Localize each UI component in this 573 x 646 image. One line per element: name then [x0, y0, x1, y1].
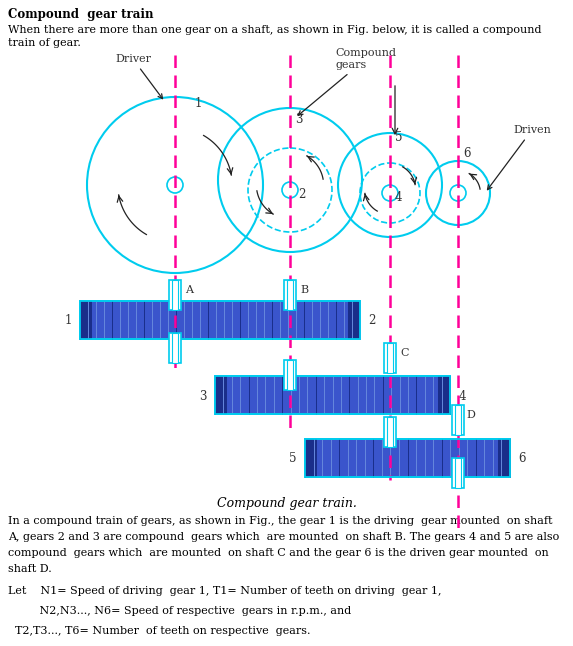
Text: A, gears 2 and 3 are compound  gears which  are mounted  on shaft B. The gears 4: A, gears 2 and 3 are compound gears whic… — [8, 532, 559, 542]
Bar — [287, 280, 293, 310]
Text: 4: 4 — [395, 191, 402, 204]
Text: train of gear.: train of gear. — [8, 38, 81, 48]
Bar — [215, 376, 227, 414]
Text: 5: 5 — [395, 131, 402, 144]
Bar — [452, 405, 464, 435]
Bar — [215, 376, 450, 414]
Text: 1: 1 — [64, 315, 72, 328]
Bar — [456, 405, 461, 435]
Bar — [438, 376, 450, 414]
Bar — [172, 280, 178, 310]
Text: 3: 3 — [199, 390, 207, 402]
Text: 6: 6 — [518, 452, 526, 466]
Bar — [498, 439, 510, 477]
Bar — [305, 439, 510, 477]
Text: Compound
gears: Compound gears — [298, 48, 396, 116]
Text: 1: 1 — [195, 97, 202, 110]
Text: 5: 5 — [289, 452, 297, 466]
Text: 4: 4 — [458, 390, 466, 402]
Bar — [80, 301, 92, 339]
Bar — [172, 333, 178, 363]
Text: Let    N1= Speed of driving  gear 1, T1= Number of teeth on driving  gear 1,: Let N1= Speed of driving gear 1, T1= Num… — [8, 586, 442, 596]
Bar — [169, 280, 181, 310]
Text: compound  gears which  are mounted  on shaft C and the gear 6 is the driven gear: compound gears which are mounted on shaf… — [8, 548, 549, 558]
Text: N2,N3..., N6= Speed of respective  gears in r.p.m., and: N2,N3..., N6= Speed of respective gears … — [8, 606, 351, 616]
Text: D: D — [466, 410, 475, 420]
Text: Compound  gear train: Compound gear train — [8, 8, 154, 21]
Bar — [456, 458, 461, 488]
Text: 2: 2 — [368, 315, 376, 328]
Text: Driver: Driver — [115, 54, 163, 99]
Bar — [287, 360, 293, 390]
Bar — [387, 343, 393, 373]
Bar — [80, 301, 360, 339]
Text: A: A — [185, 285, 193, 295]
Text: 2: 2 — [298, 188, 305, 201]
Text: When there are more than one gear on a shaft, as shown in Fig. below, it is call: When there are more than one gear on a s… — [8, 25, 541, 35]
Text: T2,T3..., T6= Number  of teeth on respective  gears.: T2,T3..., T6= Number of teeth on respect… — [8, 626, 311, 636]
Bar — [80, 301, 360, 339]
Text: C: C — [400, 348, 409, 358]
Bar — [348, 301, 360, 339]
Text: 6: 6 — [463, 147, 470, 160]
Bar — [384, 343, 396, 373]
Bar — [305, 439, 317, 477]
Bar — [305, 439, 510, 477]
Bar — [284, 280, 296, 310]
Text: In a compound train of gears, as shown in Fig., the gear 1 is the driving  gear : In a compound train of gears, as shown i… — [8, 516, 552, 526]
Text: Compound gear train.: Compound gear train. — [217, 497, 356, 510]
Bar — [387, 417, 393, 447]
Text: shaft D.: shaft D. — [8, 564, 52, 574]
Text: 3: 3 — [295, 113, 303, 126]
Text: B: B — [300, 285, 308, 295]
Bar — [215, 376, 450, 414]
Bar — [452, 458, 464, 488]
Bar — [384, 417, 396, 447]
Bar — [284, 360, 296, 390]
Text: Driven: Driven — [488, 125, 551, 190]
Bar — [169, 333, 181, 363]
